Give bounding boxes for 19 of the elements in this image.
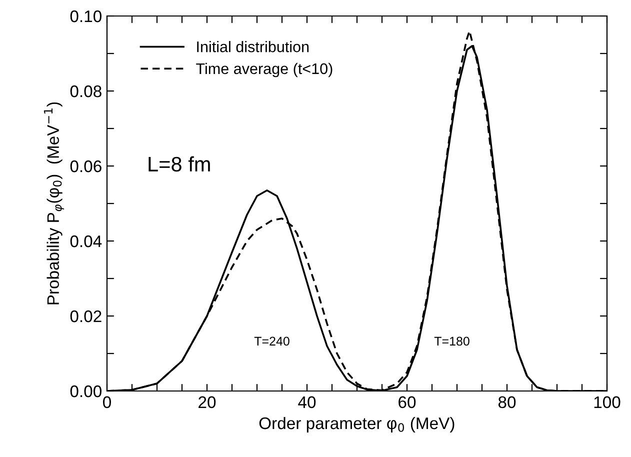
x-tick-label: 0 xyxy=(103,396,111,408)
y-tick-label: 0.02 xyxy=(70,310,102,322)
y-tick-label: 0.10 xyxy=(70,10,102,22)
x-tick-label: 80 xyxy=(498,396,516,408)
x-tick-label: 20 xyxy=(198,396,216,408)
y-tick-label: 0.08 xyxy=(70,85,102,98)
legend-label: Time average (t<10) xyxy=(196,62,332,78)
annotation: T=240 xyxy=(254,336,290,346)
y-tick-label: 0.04 xyxy=(70,235,102,248)
annotation: L=8 fm xyxy=(148,156,210,172)
y-tick-label: 0.00 xyxy=(70,385,102,398)
x-tick-label: 100 xyxy=(594,396,620,408)
y-tick-label: 0.06 xyxy=(70,160,102,172)
x-tick-label: 60 xyxy=(398,396,416,408)
annotation: T=180 xyxy=(434,336,470,346)
legend-label: Initial distribution xyxy=(197,41,309,52)
y-axis-title: Probability P$_{φ}$(φ$_{0}$) (MeV$^{−1}$) xyxy=(44,102,64,304)
x-axis-title: Order parameter φ$_{0}$ (MeV) xyxy=(259,416,454,432)
x-tick-label: 40 xyxy=(298,396,316,408)
